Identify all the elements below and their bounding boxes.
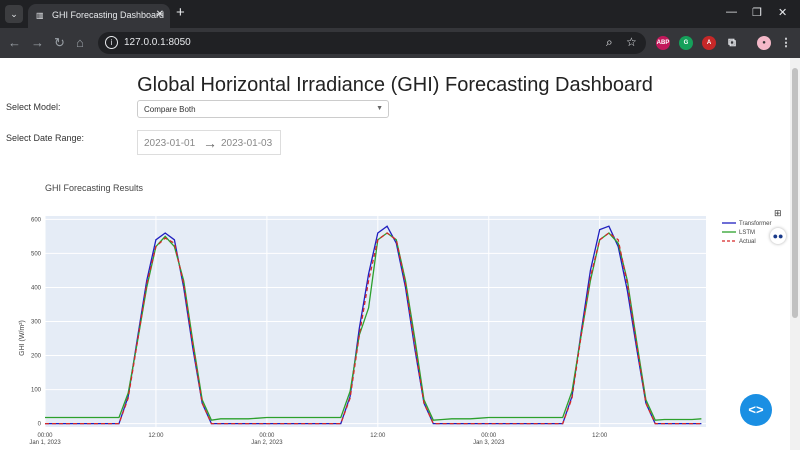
chevron-down-icon[interactable]: ▼ [376,105,383,112]
extension-adblock-icon[interactable]: ABP [656,36,670,50]
x-tick-date-label: Jan 3, 2023 [473,440,505,446]
y-tick-label: 0 [38,422,42,428]
x-tick-label: 00:00 [259,433,275,439]
browser-tab[interactable]: ▥ GHI Forecasting Dashboard ✕ [28,4,170,28]
x-tick-label: 12:00 [148,433,164,439]
back-icon[interactable]: ← [8,35,21,50]
y-tick-label: 500 [31,251,42,257]
menu-kebab-icon[interactable]: ⋮ [780,37,792,49]
date-range-label: Select Date Range: [6,133,85,143]
legend-label-transformer[interactable]: Transformer [739,221,771,227]
address-bar: ← → ↻ ⌂ i 127.0.0.1:8050 ⌕ ☆ ABP G A ⧉ ●… [0,28,800,58]
reload-icon[interactable]: ↻ [54,35,65,50]
extension-pdf-icon[interactable]: A [702,36,716,50]
grid-apps-icon[interactable]: ⊞ [774,208,782,218]
tab-title: GHI Forecasting Dashboard [52,10,165,20]
model-label: Select Model: [6,102,61,112]
y-axis-label: GHI (W/m²) [19,320,26,356]
x-tick-label: 12:00 [370,433,386,439]
tab-bar: ⌄ ▥ GHI Forecasting Dashboard ✕ + — ❐ ✕ [0,0,800,28]
y-tick-label: 300 [31,320,42,326]
omnibox[interactable]: i 127.0.0.1:8050 ⌕ ☆ [98,32,646,54]
series-line-transformer[interactable] [45,225,702,425]
code-toggle-button[interactable]: <> [740,394,772,426]
end-date-input[interactable]: 2023-01-03 [221,138,273,149]
scrollbar-thumb[interactable] [792,68,798,318]
assistant-face-icon[interactable]: ●● [770,228,786,244]
legend-label-actual[interactable]: Actual [739,239,756,245]
x-tick-label: 00:00 [481,433,497,439]
arrow-right-icon: → [203,135,217,151]
url-text[interactable]: 127.0.0.1:8050 [124,37,191,48]
y-tick-label: 200 [31,354,42,360]
profile-avatar[interactable]: ● [757,36,771,50]
legend-label-lstm[interactable]: LSTM [739,230,755,236]
x-tick-label: 12:00 [592,433,608,439]
favicon-icon: ▥ [36,11,44,20]
extensions-puzzle-icon[interactable]: ⧉ [728,37,736,49]
close-tab-icon[interactable]: ✕ [155,9,164,20]
y-tick-label: 100 [31,388,42,394]
zoom-icon[interactable]: ⌕ [606,35,613,49]
extension-grammar-icon[interactable]: G [679,36,693,50]
forward-icon[interactable]: → [31,35,44,50]
close-window-icon[interactable]: ✕ [778,7,788,19]
model-dropdown[interactable]: Compare Both ▼ [137,100,389,118]
model-dropdown-value: Compare Both [144,105,196,114]
dashboard-page: Global Horizontal Irradiance (GHI) Forec… [0,58,790,450]
x-tick-date-label: Jan 2, 2023 [251,440,283,446]
x-tick-label: 00:00 [37,433,53,439]
page-title: Global Horizontal Irradiance (GHI) Forec… [137,74,653,96]
minimize-icon[interactable]: — [726,6,737,18]
new-tab-icon[interactable]: + [176,4,185,21]
site-info-icon[interactable]: i [105,36,118,49]
tab-search-icon[interactable]: ⌄ [5,5,23,23]
restore-icon[interactable]: ❐ [752,7,762,19]
bookmark-star-icon[interactable]: ☆ [626,35,637,49]
series-line-actual[interactable] [45,232,702,425]
y-tick-label: 600 [31,217,42,223]
chart-title: GHI Forecasting Results [45,183,144,193]
x-tick-date-label: Jan 1, 2023 [29,440,61,446]
start-date-input[interactable]: 2023-01-01 [144,138,196,149]
date-range-picker: 2023-01-01 → 2023-01-03 [137,130,281,155]
y-tick-label: 400 [31,285,42,291]
home-icon[interactable]: ⌂ [76,35,84,50]
page-scrollbar[interactable] [790,58,800,450]
